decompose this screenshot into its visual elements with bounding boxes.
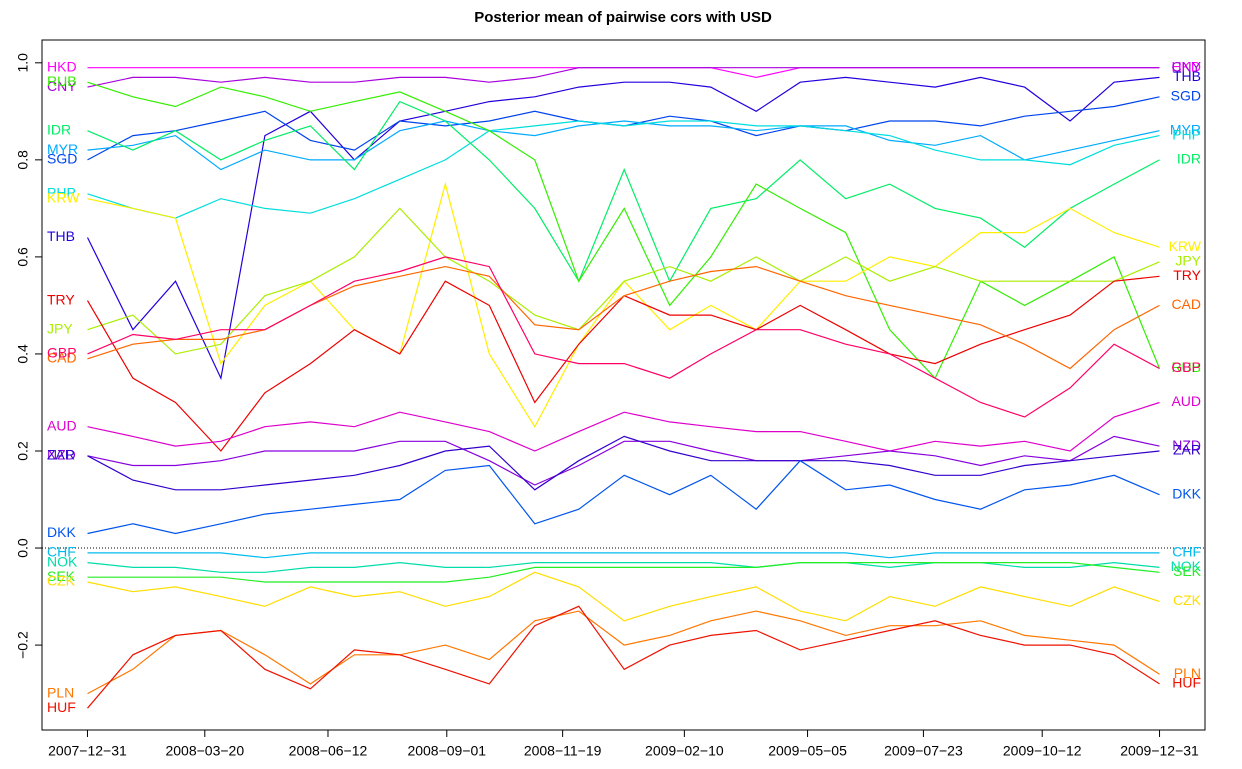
- series-line: [86, 76, 1160, 381]
- series-line: [87, 67, 1160, 79]
- y-tick-label: 0.2: [15, 441, 31, 461]
- series-label-start: NOK: [47, 553, 78, 569]
- series-line: [87, 67, 1160, 88]
- series-label-start: PHP: [47, 185, 76, 201]
- series-label-end: ZAR: [1173, 442, 1201, 458]
- series-label-end: CZK: [1173, 592, 1202, 608]
- series-line: [87, 435, 1160, 491]
- series-label-start: CNY: [47, 78, 77, 94]
- series-line: [87, 120, 1160, 171]
- series-label-start: CAD: [47, 350, 77, 366]
- series-label-end: THB: [1173, 68, 1201, 84]
- series-label-start: SEK: [47, 568, 76, 584]
- series-line: [87, 401, 1160, 452]
- x-tick-label: 2009−10−12: [1003, 743, 1082, 759]
- series-label-end: PHP: [1172, 126, 1201, 142]
- series-label-end: HKD: [1171, 58, 1201, 74]
- series-label-start: RUB: [47, 73, 77, 89]
- series-label-end: MYR: [1170, 121, 1201, 137]
- series-label-end: NZD: [1172, 437, 1201, 453]
- x-tick-label: 2009−02−10: [645, 743, 724, 759]
- x-tick-label: 2009−12−31: [1120, 743, 1199, 759]
- chart-title: Posterior mean of pairwise cors with USD: [474, 9, 772, 26]
- series-label-start: CHF: [47, 544, 76, 560]
- series-line: [87, 256, 1160, 418]
- series-label-start: JPY: [47, 320, 73, 336]
- series-line: [87, 120, 1160, 219]
- series-label-end: IDR: [1177, 151, 1201, 167]
- series-label-end: SGD: [1171, 87, 1201, 103]
- series-label-end: KRW: [1169, 238, 1202, 254]
- series-label-end: NOK: [1171, 558, 1202, 574]
- y-tick-label: 0.8: [15, 150, 31, 170]
- series-label-end: DKK: [1172, 485, 1201, 501]
- x-tick-label: 2008−11−19: [524, 743, 602, 759]
- series-label-start: THB: [47, 228, 75, 244]
- series-label-start: ZAR: [47, 447, 75, 463]
- plot-box: [41, 39, 1206, 731]
- series-label-start: TRY: [47, 291, 75, 307]
- series-label-end: CHF: [1172, 544, 1201, 560]
- series-label-start: GBP: [47, 345, 77, 361]
- series-label-end: RUB: [1171, 359, 1201, 375]
- series-label-start: MYR: [47, 141, 78, 157]
- series-line: [87, 562, 1160, 583]
- series-label-start: HUF: [47, 699, 76, 715]
- x-tick-label: 2008−06−12: [289, 743, 368, 759]
- series-label-end: PLN: [1174, 665, 1201, 681]
- series-label-end: GBP: [1171, 359, 1201, 375]
- series-label-end: CAD: [1171, 296, 1201, 312]
- series-label-start: NZD: [47, 447, 76, 463]
- x-tick-label: 2008−09−01: [407, 743, 486, 759]
- series-label-end: AUD: [1171, 393, 1201, 409]
- y-tick-label: 0.0: [15, 538, 31, 558]
- series-line: [87, 100, 1160, 283]
- series-label-start: PLN: [47, 684, 74, 700]
- series-label-end: CNY: [1171, 58, 1201, 74]
- series-label-end: JPY: [1175, 252, 1201, 268]
- y-tick-label: 0.6: [15, 247, 31, 267]
- series-line: [87, 181, 1160, 428]
- series-line: [87, 96, 1160, 161]
- series-line: [87, 552, 1160, 559]
- series-label-start: HKD: [47, 58, 77, 74]
- series-label-end: TRY: [1173, 267, 1201, 283]
- series-label-end: HUF: [1172, 675, 1201, 691]
- series-label-start: KRW: [47, 189, 80, 205]
- series-line: [87, 459, 1160, 535]
- series-line: [87, 571, 1160, 622]
- series-line: [87, 605, 1160, 709]
- series-label-start: SGD: [47, 151, 77, 167]
- series-line: [87, 435, 1160, 486]
- series-label-start: CZK: [47, 573, 76, 589]
- x-tick-label: 2009−05−05: [768, 743, 847, 759]
- y-tick-label: 0.4: [15, 344, 31, 364]
- series-label-start: DKK: [47, 524, 76, 540]
- x-tick-label: 2008−03−20: [165, 743, 244, 759]
- series-label-start: IDR: [47, 121, 71, 137]
- series-line: [87, 610, 1160, 695]
- series-label-start: AUD: [47, 417, 77, 433]
- series-label-end: SEK: [1173, 563, 1202, 579]
- x-tick-label: 2009−07−23: [884, 743, 963, 759]
- y-tick-label: 1.0: [15, 53, 31, 73]
- x-tick-label: 2007−12−31: [48, 743, 127, 759]
- y-tick-label: −0.2: [15, 631, 31, 659]
- series-line: [87, 207, 1160, 355]
